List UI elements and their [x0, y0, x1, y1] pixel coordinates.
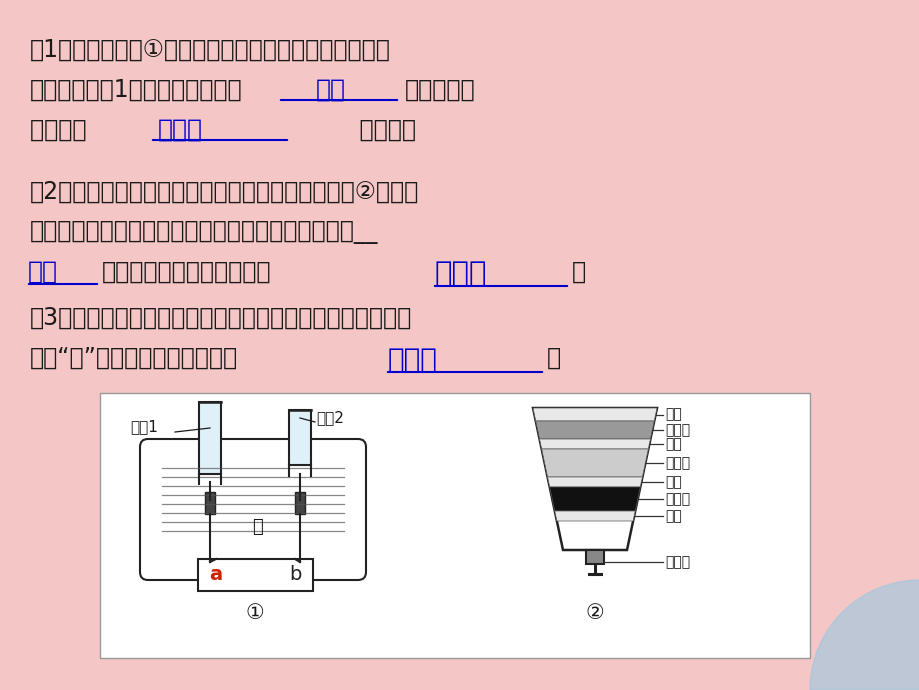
Text: 氢和氧: 氢和氧: [158, 118, 203, 142]
Text: b: b: [289, 566, 301, 584]
Text: （2）小刚为了净化收集到的雨水，自制了一个如图②所示的: （2）小刚为了净化收集到的雨水，自制了一个如图②所示的: [30, 180, 419, 204]
Bar: [585, 550, 604, 564]
Text: 简易净水器，其中小卵石、石英沙和膨松棉的作用是__: 简易净水器，其中小卵石、石英沙和膨松棉的作用是__: [30, 220, 378, 244]
Text: 见的“水”，其中属于纯净物的是: 见的“水”，其中属于纯净物的是: [30, 346, 238, 370]
Text: ①: ①: [245, 603, 264, 623]
FancyBboxPatch shape: [289, 410, 311, 465]
Polygon shape: [532, 408, 656, 421]
Text: a: a: [210, 566, 222, 584]
Text: 明水是由: 明水是由: [30, 118, 101, 142]
Text: 膨松棉: 膨松棉: [664, 555, 689, 569]
Text: 过滤: 过滤: [28, 260, 58, 284]
Text: 纱布: 纱布: [664, 408, 681, 422]
Text: 石英沙: 石英沙: [664, 456, 689, 470]
Polygon shape: [535, 421, 653, 439]
Text: 试剳2: 试剳2: [315, 411, 344, 426]
Text: ②: ②: [585, 603, 604, 623]
Polygon shape: [809, 580, 919, 690]
Text: 蒸馏水: 蒸馏水: [388, 346, 437, 374]
Bar: [205, 492, 215, 514]
Text: （1）小刚利用图①所示的装置探究水的组成。通电一段: （1）小刚利用图①所示的装置探究水的组成。通电一段: [30, 38, 391, 62]
Polygon shape: [541, 449, 648, 477]
Polygon shape: [539, 439, 650, 449]
Polygon shape: [532, 408, 656, 550]
FancyBboxPatch shape: [140, 439, 366, 580]
Text: 组成的。: 组成的。: [291, 118, 415, 142]
Polygon shape: [554, 511, 634, 521]
Text: 活性炭: 活性炭: [435, 260, 487, 288]
FancyBboxPatch shape: [100, 393, 809, 658]
Text: ，该实验说: ，该实验说: [404, 78, 475, 102]
Bar: [198, 559, 312, 591]
Text: 纱布: 纱布: [664, 509, 681, 523]
Text: ，起吸附异味和色素的物是: ，起吸附异味和色素的物是: [102, 260, 271, 284]
Text: 纱布: 纱布: [664, 437, 681, 451]
Text: 试剳1: 试剳1: [130, 420, 158, 435]
Text: 时间后，试剳1中所收集的气体为: 时间后，试剳1中所收集的气体为: [30, 78, 243, 102]
Text: 。: 。: [572, 260, 585, 284]
Polygon shape: [549, 487, 640, 511]
Bar: [295, 492, 305, 514]
Text: 水: 水: [253, 518, 263, 536]
Text: 小卵石: 小卵石: [664, 423, 689, 437]
Text: 氢气: 氢气: [315, 78, 346, 102]
Text: 纱布: 纱布: [664, 475, 681, 489]
FancyBboxPatch shape: [199, 402, 221, 474]
Text: 活性炭: 活性炭: [664, 492, 689, 506]
Text: （3）矿泉水、蒸馏水、自来水和净化后的雨水都是生活中常: （3）矿泉水、蒸馏水、自来水和净化后的雨水都是生活中常: [30, 306, 412, 330]
Polygon shape: [547, 477, 641, 487]
Text: 。: 。: [547, 346, 561, 370]
